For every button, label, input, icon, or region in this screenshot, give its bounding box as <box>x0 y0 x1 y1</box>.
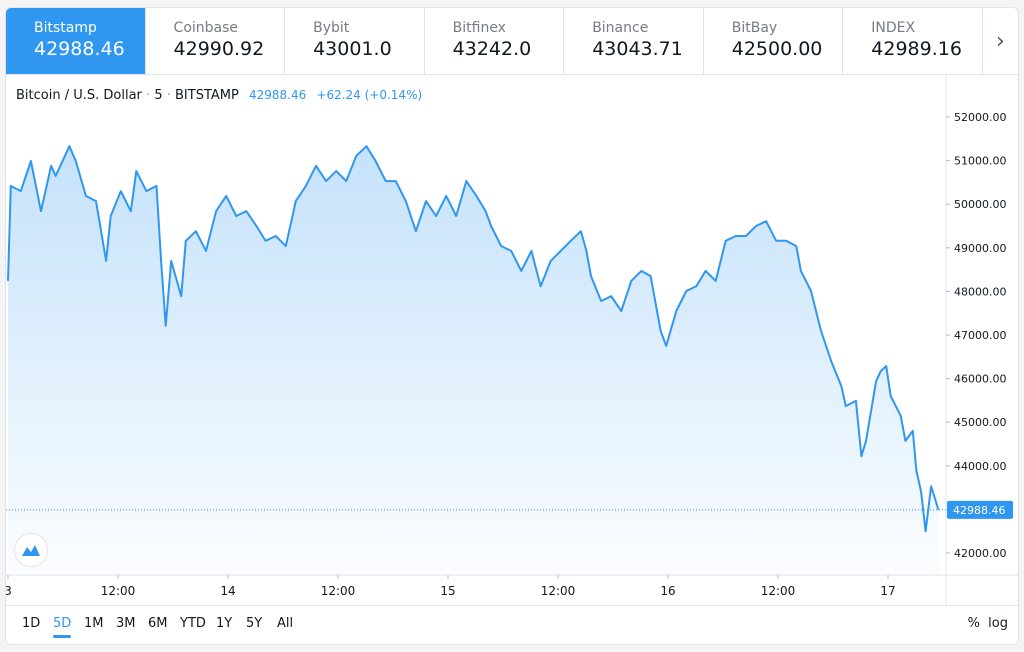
exchange-price: 42990.92 <box>173 38 265 60</box>
y-tick-label: 50000.00 <box>954 198 1007 211</box>
symbol-name: Bitcoin / U.S. Dollar <box>16 88 142 103</box>
separator: · <box>146 88 151 103</box>
exchange-tab-bitstamp[interactable]: Bitstamp 42988.46 <box>6 8 146 74</box>
current-price-badge <box>947 500 1013 519</box>
exchange-price: 42500.00 <box>731 38 823 60</box>
y-tick-label: 45000.00 <box>954 416 1007 429</box>
exchange-tab-coinbase[interactable]: Coinbase 42990.92 <box>146 8 286 74</box>
y-tick-label: 47000.00 <box>954 329 1007 342</box>
chart-legend: Bitcoin / U.S. Dollar · 5 · BITSTAMP 429… <box>16 88 422 103</box>
separator: · <box>166 88 171 103</box>
y-tick-label: 48000.00 <box>954 285 1007 298</box>
percent-scale-button[interactable]: % <box>967 616 980 631</box>
range-6m[interactable]: 6M <box>148 616 168 631</box>
range-all[interactable]: All <box>277 616 294 631</box>
range-1d[interactable]: 1D <box>22 616 41 631</box>
exchange-tab-index[interactable]: INDEX 42989.16 <box>843 8 983 74</box>
exchange-name: Bitstamp <box>34 20 97 36</box>
exchange-tab-binance[interactable]: Binance 43043.71 <box>564 8 704 74</box>
exchange-name: Bitfinex <box>452 20 506 36</box>
last-price: 42988.46 <box>248 88 307 102</box>
x-tick-label: 12:00 <box>541 584 576 598</box>
price-change: +62.24 (+0.14%) <box>316 88 423 102</box>
exchange-price: 43001.0 <box>313 38 392 60</box>
x-tick-label: 16 <box>660 584 675 598</box>
y-tick-label: 42000.00 <box>954 547 1007 560</box>
logo-icon <box>22 545 40 556</box>
range-5d[interactable]: 5D <box>53 616 72 638</box>
price-area-fill <box>8 146 939 575</box>
x-tick-label: 14 <box>220 584 235 598</box>
exchange-name: Coinbase <box>173 20 239 36</box>
exchange-tab-bitfinex[interactable]: Bitfinex 43242.0 <box>425 8 565 74</box>
x-tick-label: 12:00 <box>321 584 356 598</box>
x-tick-label: 15 <box>440 584 455 598</box>
log-scale-button[interactable]: log <box>988 616 1008 631</box>
exchange-price: 43242.0 <box>452 38 532 60</box>
exchange-price: 43043.71 <box>592 38 683 60</box>
y-tick-label: 51000.00 <box>954 155 1007 168</box>
exchange-name: INDEX <box>871 20 916 36</box>
exchange-tab-bitbay[interactable]: BitBay 42500.00 <box>704 8 844 74</box>
range-1m[interactable]: 1M <box>84 616 104 631</box>
x-tick-label: 12:00 <box>101 584 136 598</box>
source: BITSTAMP <box>175 88 239 103</box>
range-ytd[interactable]: YTD <box>180 616 206 631</box>
y-tick-label: 46000.00 <box>954 373 1007 386</box>
exchange-name: Binance <box>592 20 649 36</box>
exchange-price: 42989.16 <box>871 38 962 60</box>
price-chart[interactable]: 52000.00 51000.00 50000.00 49000.00 48000.00… <box>6 8 1018 605</box>
range-5y[interactable]: 5Y <box>246 616 263 631</box>
range-1y[interactable]: 1Y <box>216 616 233 631</box>
x-tick-label: 12:00 <box>761 584 796 598</box>
y-tick-label: 44000.00 <box>954 460 1007 473</box>
price-line <box>7 145 940 533</box>
exchange-tabs: Bitstamp 42988.46 Coinbase 42990.92 Bybit 430… <box>6 8 1018 75</box>
chart-widget: Bitstamp 42988.46 Coinbase 42990.92 Bybit 430… <box>5 7 1019 645</box>
y-tick-label: 49000.00 <box>954 242 1007 255</box>
exchange-price: 42988.46 <box>34 38 125 60</box>
tradingview-logo[interactable] <box>14 533 48 567</box>
bottom-toolbar: % log 1D 5D 1M 3M 6M YTD 1Y 5Y All <box>6 605 1018 644</box>
exchange-name: BitBay <box>731 20 778 36</box>
x-tick-label: 17 <box>880 584 895 598</box>
interval: 5 <box>154 88 163 103</box>
chevron-right-icon[interactable]: › <box>996 28 1005 54</box>
x-tick-label: 3 <box>6 584 12 598</box>
y-tick-label: 52000.00 <box>954 111 1007 124</box>
current-price-label: 42988.46 <box>953 504 1006 517</box>
exchange-name: Bybit <box>313 20 350 36</box>
exchange-tab-bybit[interactable]: Bybit 43001.0 <box>285 8 425 74</box>
range-3m[interactable]: 3M <box>116 616 136 631</box>
